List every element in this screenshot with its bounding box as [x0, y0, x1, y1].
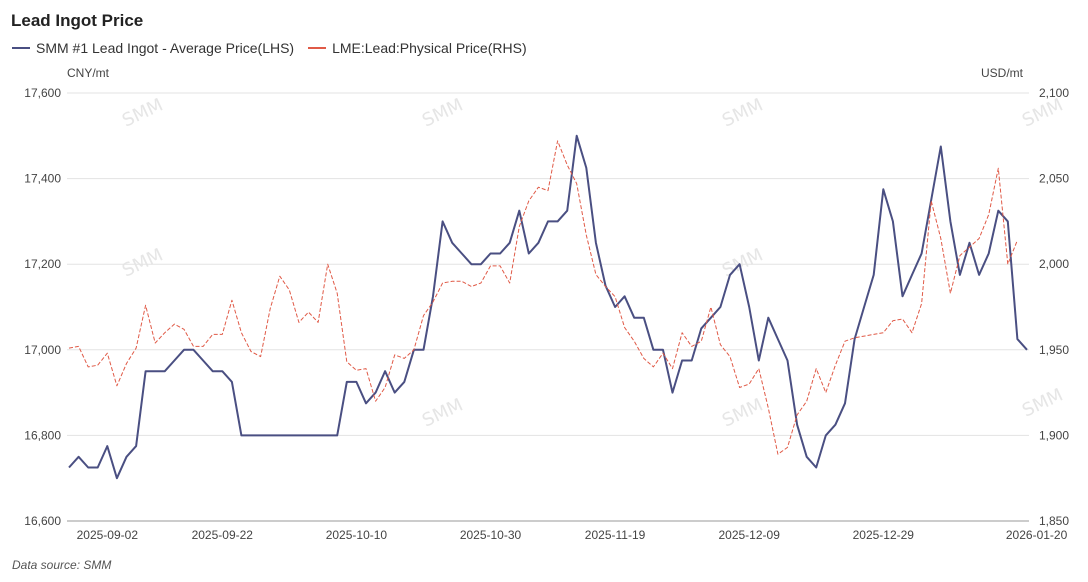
watermark: SMM	[719, 95, 766, 132]
left-tick-label: 17,400	[24, 172, 61, 186]
x-tick-label: 2026-01-20	[1006, 528, 1068, 542]
right-axis-unit: USD/mt	[981, 66, 1023, 80]
watermark: SMM	[1019, 95, 1066, 132]
left-tick-label: 17,000	[24, 343, 61, 357]
x-tick-label: 2025-09-02	[77, 528, 139, 542]
left-axis-unit: CNY/mt	[67, 66, 109, 80]
watermark: SMM	[419, 395, 466, 432]
x-tick-label: 2025-09-22	[192, 528, 254, 542]
watermark: SMM	[119, 245, 166, 282]
series-line-lme	[68, 140, 1018, 455]
watermark: SMM	[1019, 385, 1066, 422]
legend: SMM #1 Lead Ingot - Average Price(LHS) L…	[12, 40, 527, 56]
series-line-smm	[68, 134, 1028, 480]
x-tick-label: 2025-12-09	[718, 528, 780, 542]
right-tick-label: 1,850	[1039, 514, 1069, 528]
watermark: SMM	[719, 395, 766, 432]
watermark: SMM	[419, 95, 466, 132]
x-tick-label: 2025-10-30	[460, 528, 522, 542]
right-tick-label: 1,900	[1039, 428, 1069, 442]
x-tick-label: 2025-10-10	[326, 528, 388, 542]
legend-label-smm: SMM #1 Lead Ingot - Average Price(LHS)	[36, 40, 295, 56]
left-tick-label: 17,200	[24, 257, 61, 271]
right-tick-label: 2,050	[1039, 172, 1069, 186]
left-tick-label: 17,600	[24, 86, 61, 100]
chart-title: Lead Ingot Price	[11, 11, 144, 30]
data-source: Data source: SMM	[12, 558, 112, 572]
left-tick-label: 16,800	[24, 428, 61, 442]
legend-label-lme: LME:Lead:Physical Price(RHS)	[332, 40, 527, 56]
right-tick-label: 2,000	[1039, 257, 1069, 271]
watermark: SMM	[119, 95, 166, 132]
x-tick-label: 2025-12-29	[853, 528, 915, 542]
x-tick-label: 2025-11-19	[585, 528, 646, 542]
legend-item-smm[interactable]: SMM #1 Lead Ingot - Average Price(LHS)	[12, 40, 294, 56]
legend-swatch-lme	[308, 47, 327, 49]
right-tick-label: 1,950	[1039, 343, 1069, 357]
left-tick-label: 16,600	[24, 514, 61, 528]
right-tick-label: 2,100	[1039, 86, 1069, 100]
legend-item-lme[interactable]: LME:Lead:Physical Price(RHS)	[308, 40, 527, 56]
legend-swatch-smm	[12, 47, 30, 49]
